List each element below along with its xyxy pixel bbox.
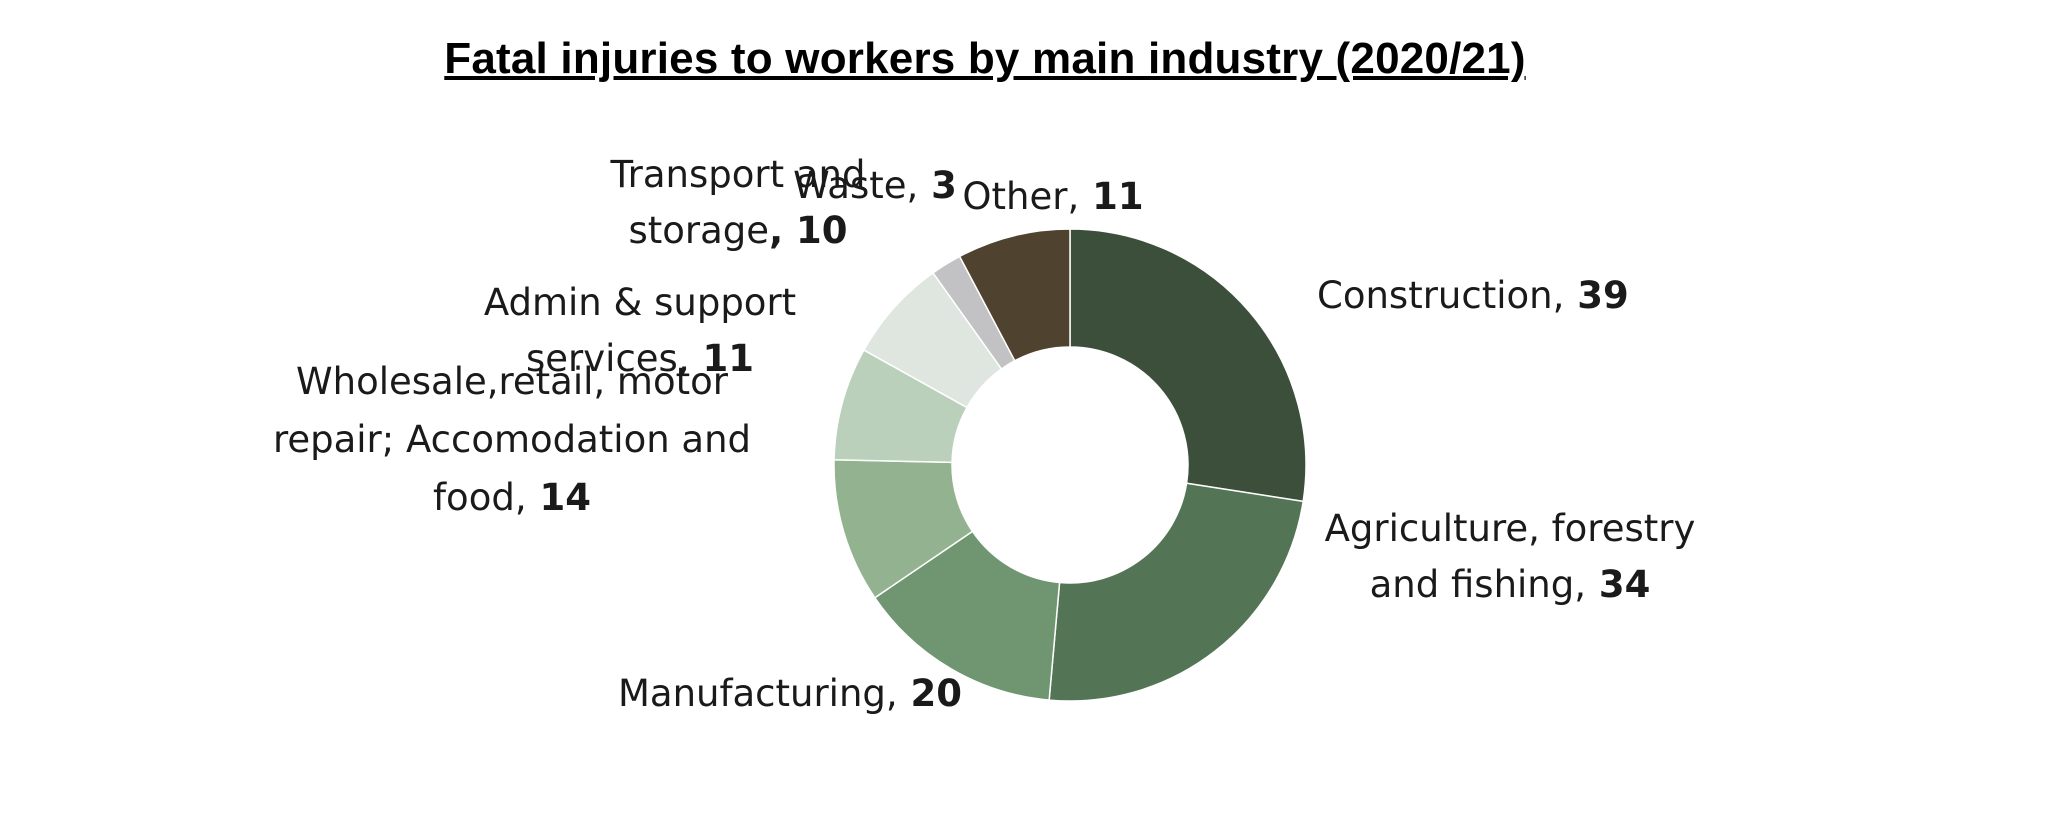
slice-construction — [1069, 228, 1307, 503]
data-label-value: 11 — [1079, 175, 1143, 218]
chart-title: Fatal injuries to workers by main indust… — [444, 34, 1526, 83]
data-label-value: 3 — [918, 164, 957, 207]
slice-agriculture-forestry-and-fishing — [1048, 482, 1305, 702]
data-label-value: 39 — [1564, 274, 1628, 317]
data-label-value: 14 — [527, 476, 591, 519]
slice-label-admin-support-services: Admin & support services, 11 — [484, 281, 796, 380]
slice-label-transport-and-storage: Transport and storage, 10 — [610, 153, 866, 252]
slice-label-other: Other, 11 — [962, 175, 1143, 218]
slice-other — [958, 228, 1071, 362]
slice-label-wholesale-retail-motor-repair-accomodation-and-food: Wholesale,retail, motor repair; Accomodat… — [273, 360, 751, 519]
data-label-value: 34 — [1586, 563, 1650, 606]
slice-manufacturing — [873, 530, 1061, 701]
slice-label-waste: Waste, 3 — [793, 164, 957, 207]
slice-label-manufacturing: Manufacturing, 20 — [618, 672, 962, 715]
data-label-value: 11 — [690, 337, 754, 380]
data-label-value: , 10 — [769, 209, 847, 252]
slice-label-construction: Construction, 39 — [1317, 274, 1629, 317]
data-label-value: 20 — [898, 672, 962, 715]
slice-label-agriculture-forestry-and-fishing: Agriculture, forestry and fishing, 34 — [1325, 507, 1696, 606]
